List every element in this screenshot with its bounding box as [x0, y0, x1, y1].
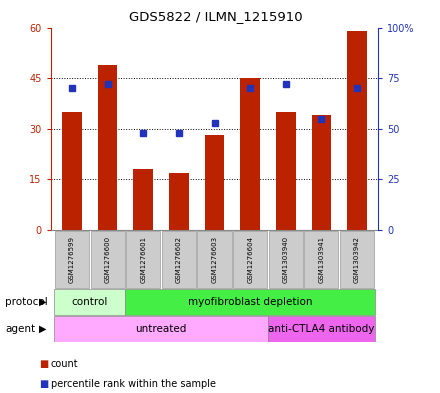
Bar	[126, 231, 160, 288]
Bar	[133, 169, 153, 230]
Bar	[240, 78, 260, 230]
Bar	[347, 31, 367, 230]
Text: GSM1303940: GSM1303940	[283, 236, 289, 283]
Text: GDS5822 / ILMN_1215910: GDS5822 / ILMN_1215910	[129, 10, 302, 23]
Bar	[312, 115, 331, 230]
Bar	[269, 231, 303, 288]
Text: percentile rank within the sample: percentile rank within the sample	[51, 378, 216, 389]
Bar	[198, 231, 231, 288]
Bar	[304, 231, 338, 288]
Bar	[169, 173, 189, 230]
Text: untreated: untreated	[136, 324, 187, 334]
Text: ▶: ▶	[39, 297, 47, 307]
Bar	[268, 316, 375, 342]
Bar	[162, 231, 196, 288]
Text: myofibroblast depletion: myofibroblast depletion	[188, 297, 312, 307]
Text: GSM1276599: GSM1276599	[69, 236, 75, 283]
Text: ■: ■	[40, 359, 49, 369]
Text: protocol: protocol	[5, 297, 48, 307]
Bar	[62, 112, 82, 230]
Text: count: count	[51, 359, 78, 369]
Text: GSM1276602: GSM1276602	[176, 236, 182, 283]
Text: GSM1276603: GSM1276603	[212, 236, 217, 283]
Bar	[125, 289, 375, 315]
Bar	[91, 231, 125, 288]
Bar	[233, 231, 267, 288]
Text: GSM1276601: GSM1276601	[140, 236, 146, 283]
Text: control: control	[72, 297, 108, 307]
Text: ▶: ▶	[39, 324, 47, 334]
Text: anti-CTLA4 antibody: anti-CTLA4 antibody	[268, 324, 374, 334]
Text: ■: ■	[40, 378, 49, 389]
Text: agent: agent	[5, 324, 35, 334]
Text: GSM1303941: GSM1303941	[319, 236, 324, 283]
Bar	[340, 231, 374, 288]
Bar	[205, 136, 224, 230]
Bar	[98, 64, 117, 230]
Text: GSM1276604: GSM1276604	[247, 236, 253, 283]
Text: GSM1276600: GSM1276600	[105, 236, 110, 283]
Text: GSM1303942: GSM1303942	[354, 236, 360, 283]
Bar	[54, 289, 125, 315]
Bar	[54, 316, 268, 342]
Bar	[55, 231, 89, 288]
Bar	[276, 112, 296, 230]
